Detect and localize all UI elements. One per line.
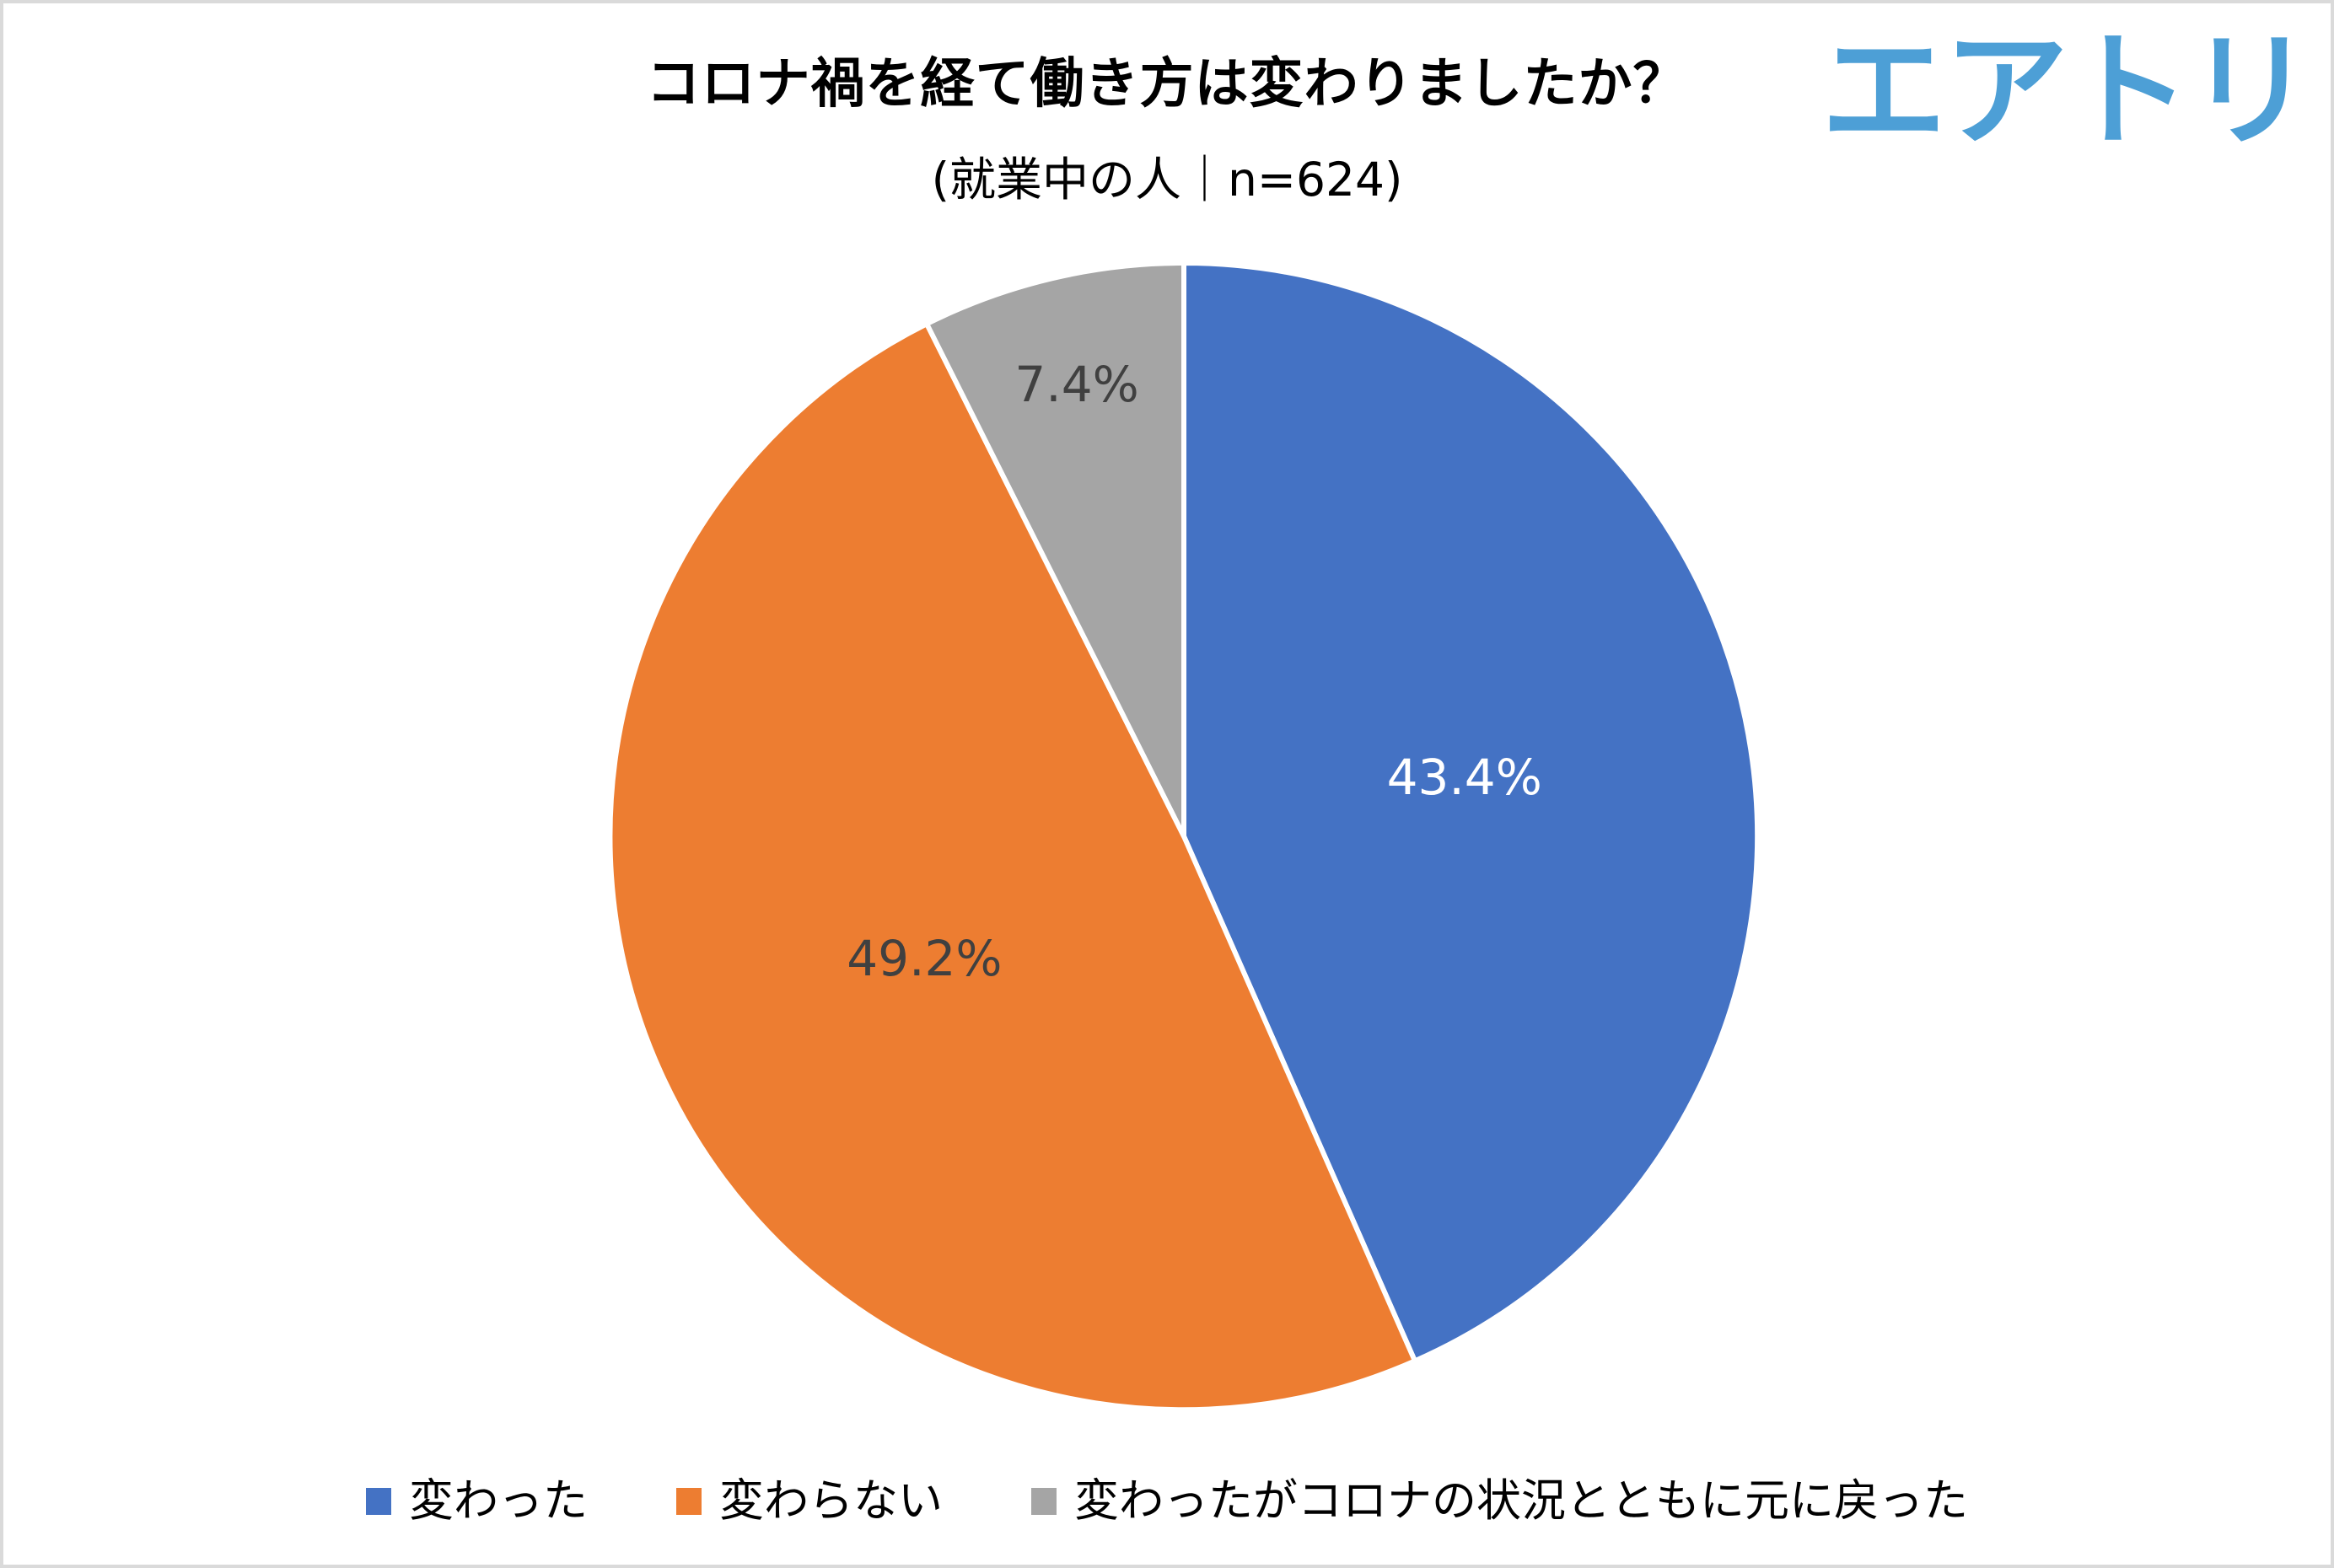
chart-legend: 変わった 変わらない 変わったがコロナの状況とともに元に戻った	[3, 1472, 2331, 1531]
legend-label: 変わった	[409, 1475, 588, 1527]
airtrip-logo: エアトリ	[1821, 19, 2313, 164]
pie-slice-2	[924, 260, 1186, 839]
pie-slice-1	[607, 321, 1417, 1413]
legend-item-2: 変わったがコロナの状況とともに元に戻った	[1031, 1472, 1968, 1531]
legend-marker-icon	[366, 1488, 391, 1515]
chart-title: コロナ禍を経て働き方は変わりましたか？	[646, 53, 1688, 115]
pie-chart: 43.4% 49.2% 7.4%	[607, 260, 1761, 1413]
pie-slice-label-1: 49.2%	[847, 930, 1002, 987]
legend-item-0: 変わった	[366, 1472, 588, 1531]
pie-slice-0	[1181, 260, 1761, 1364]
pie-slice-label-2: 7.4%	[1014, 356, 1138, 413]
pie-slice-label-0: 43.4%	[1387, 749, 1542, 806]
chart-header: コロナ禍を経て働き方は変わりましたか？ (就業中の人｜n=624)	[3, 52, 2331, 206]
legend-item-1: 変わらない	[676, 1472, 943, 1531]
legend-marker-icon	[676, 1488, 702, 1515]
chart-subtitle: (就業中の人｜n=624)	[931, 153, 1403, 207]
legend-label: 変わらない	[719, 1475, 943, 1527]
legend-label: 変わったがコロナの状況とともに元に戻った	[1074, 1475, 1968, 1527]
legend-marker-icon	[1031, 1488, 1057, 1515]
